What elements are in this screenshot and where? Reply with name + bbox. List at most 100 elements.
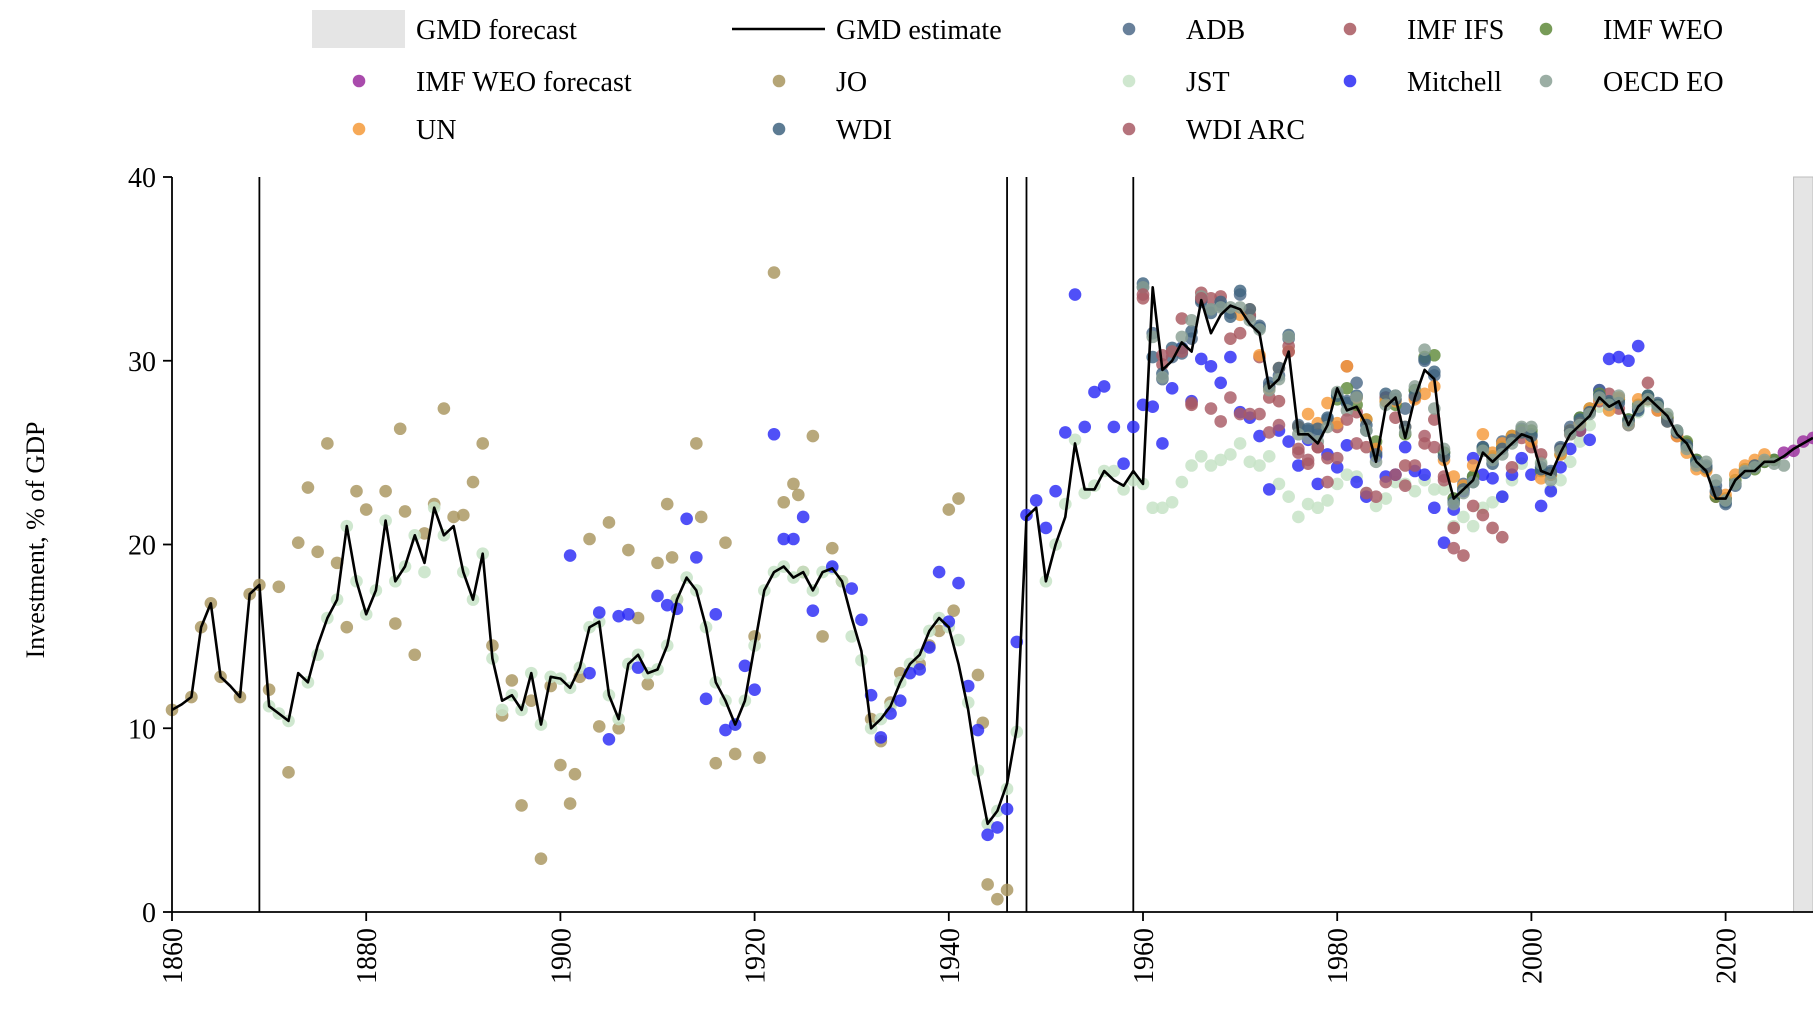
point-jst: [1165, 495, 1179, 509]
legend-label: IMF IFS: [1407, 15, 1504, 46]
point-jo: [262, 683, 276, 696]
point-mitchell: [592, 606, 606, 619]
point-oecd-eo: [1709, 473, 1723, 487]
point-jst: [495, 703, 509, 717]
x-tick-label: 1920: [741, 928, 772, 984]
point-mitchell: [1311, 477, 1325, 491]
point-jo: [719, 536, 732, 549]
point-oecd-eo: [1224, 301, 1237, 314]
point-jst: [1408, 484, 1422, 498]
data-points: [165, 266, 1813, 906]
point-imf-ifs: [1224, 332, 1237, 346]
point-jo: [437, 402, 451, 415]
point-oecd-eo: [1350, 391, 1363, 404]
point-mitchell: [1602, 352, 1616, 366]
point-mitchell: [1049, 484, 1062, 498]
point-jo: [612, 721, 625, 735]
legend-item-un: UN: [352, 115, 456, 146]
point-jo: [947, 604, 960, 617]
point-oecd-eo: [1602, 398, 1616, 412]
point-mitchell: [923, 641, 936, 654]
point-jst: [1554, 473, 1567, 487]
point-mitchell: [748, 683, 761, 696]
gmd-estimate-line: [171, 286, 1813, 826]
point-mitchell: [1253, 429, 1266, 443]
legend-swatch: [352, 74, 366, 88]
legend-label: Mitchell: [1407, 67, 1502, 98]
point-jo: [418, 527, 431, 540]
point-un: [1340, 359, 1354, 373]
point-wdi: [1525, 429, 1538, 443]
point-jo: [991, 892, 1004, 906]
point-jst: [1486, 495, 1499, 509]
legend-item-imf-ifs: IMF IFS: [1343, 15, 1504, 46]
legend-item-wdi-arc: WDI ARC: [1122, 115, 1305, 146]
point-mitchell: [1126, 420, 1140, 434]
series-gmd-estimate: [171, 286, 1813, 826]
point-jst: [1292, 510, 1305, 524]
legend-item-oecd-eo: OECD EO: [1539, 67, 1724, 98]
point-imf-ifs: [1476, 508, 1490, 522]
legend-swatch: [772, 74, 786, 88]
legend-label: GMD forecast: [416, 15, 577, 46]
point-jst: [1175, 475, 1189, 489]
point-jo: [690, 437, 703, 450]
point-oecd-eo: [1777, 459, 1791, 472]
point-jst: [1233, 437, 1247, 450]
point-jo: [660, 497, 674, 511]
x-tick-label: 2000: [1517, 928, 1548, 984]
point-jst: [418, 565, 431, 579]
point-mitchell: [660, 598, 674, 612]
point-imf-ifs: [1272, 394, 1286, 408]
point-jst: [1146, 501, 1160, 515]
point-mitchell: [1262, 483, 1276, 496]
point-jst: [952, 633, 965, 647]
point-un: [1418, 387, 1431, 401]
point-wdi-arc: [1330, 451, 1344, 465]
series-jo: [165, 266, 1014, 906]
point-wdi-arc: [1272, 418, 1286, 432]
point-imf-ifs: [1360, 440, 1373, 454]
point-jo: [398, 505, 412, 518]
point-wdi-arc: [1398, 479, 1412, 493]
point-mitchell: [1418, 468, 1431, 481]
point-wdi-arc: [1350, 437, 1363, 450]
point-jst: [1214, 453, 1227, 467]
point-wdi-arc: [1340, 413, 1354, 426]
point-mitchell: [1088, 385, 1101, 399]
point-oecd-eo: [1175, 330, 1189, 344]
point-mitchell: [1165, 382, 1179, 395]
point-oecd-eo: [1379, 398, 1393, 412]
legend-item-gmd-forecast: GMD forecast: [312, 10, 577, 48]
legend-label: IMF WEO forecast: [416, 67, 632, 98]
point-jo: [554, 758, 567, 772]
point-mitchell: [719, 723, 732, 737]
legend-item-adb: ADB: [1122, 15, 1245, 46]
point-mitchell: [1350, 475, 1363, 489]
x-tick-label: 1900: [546, 928, 577, 984]
point-jo: [408, 648, 422, 662]
point-jo: [806, 429, 820, 443]
x-tick-label: 1860: [158, 928, 189, 984]
point-imf-ifs: [1321, 451, 1334, 465]
point-mitchell: [1476, 468, 1490, 481]
point-mitchell: [1330, 461, 1344, 474]
point-imf-weo: [1428, 348, 1441, 362]
point-jo: [379, 484, 392, 498]
point-un: [1476, 427, 1490, 441]
point-jst: [1204, 459, 1218, 472]
point-wdi: [1379, 387, 1393, 401]
point-jst: [1272, 477, 1286, 491]
point-mitchell: [1224, 350, 1237, 364]
point-mitchell: [1068, 288, 1082, 301]
point-wdi-arc: [1389, 468, 1402, 481]
point-jo: [816, 630, 829, 643]
point-mitchell: [690, 551, 703, 564]
legend-swatch: [1539, 22, 1553, 36]
point-jst: [1437, 483, 1451, 496]
point-mitchell: [680, 512, 693, 526]
point-oecd-eo: [1661, 407, 1674, 421]
point-mitchell: [1156, 437, 1169, 450]
point-mitchell: [1544, 484, 1558, 498]
point-mitchell: [1214, 376, 1227, 390]
